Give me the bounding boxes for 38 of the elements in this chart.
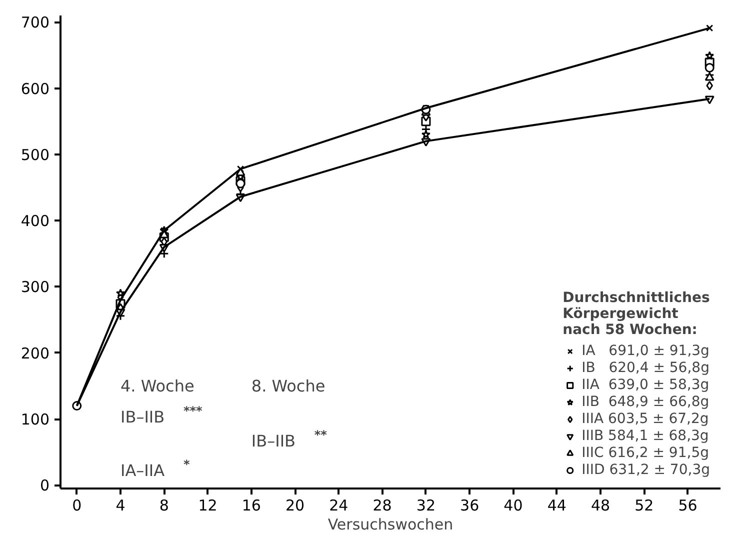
y-tick-label: 300	[20, 278, 50, 296]
x-tick-label: 8	[159, 496, 169, 514]
legend-label: IIA 639,0 ± 58,3g	[582, 377, 710, 393]
y-tick-label: 400	[20, 212, 50, 230]
y-tick-label: 0	[40, 476, 50, 495]
x-tick-label: 24	[329, 496, 348, 514]
annotation: IB–IIB***	[120, 404, 204, 427]
x-tick-label: 32	[416, 496, 436, 514]
legend-label: IIIA 603,5 ± 67,2g	[582, 411, 709, 427]
x-tick-label: 16	[242, 496, 261, 514]
x-tick-label: 28	[372, 496, 392, 514]
legend-title: Durchschnittliches Körpergewicht nach 58 Wochen:	[562, 290, 710, 338]
y-tick-label: 700	[20, 14, 50, 32]
x-tick-label: 48	[590, 496, 610, 514]
legend-label: IIB 648,9 ± 66,8g	[582, 394, 710, 410]
x-axis-title: Versuchswochen	[328, 516, 454, 534]
x-tick-label: 0	[72, 496, 82, 514]
annotation: 4. Woche	[120, 376, 194, 396]
x-tick-label: 56	[678, 496, 698, 514]
x-tick-label: 40	[504, 496, 523, 514]
x-tick-label: 4	[116, 496, 126, 514]
y-tick-label: 200	[20, 344, 50, 362]
annotation: IB–IIB**	[251, 428, 328, 450]
y-tick-label: 500	[20, 146, 50, 164]
legend-label: IB 620,4 ± 56,8g	[582, 360, 710, 376]
x-tick-label: 36	[460, 496, 480, 514]
legend-label: IA 691,0 ± 91,3g	[582, 343, 710, 359]
x-tick-label: 52	[634, 496, 654, 514]
annotation: IA–IIA*	[120, 458, 190, 480]
legend-label: IIID 631,2 ± 70,3g	[582, 462, 710, 478]
x-tick-label: 44	[547, 496, 566, 514]
legend-label: IIIB 584,1 ± 68,3g	[582, 428, 709, 444]
y-tick-label: 100	[20, 410, 50, 429]
y-tick-label: 600	[20, 80, 50, 98]
annotation: 8. Woche	[251, 376, 326, 396]
x-tick-label: 20	[286, 496, 305, 514]
x-tick-label: 12	[198, 496, 218, 514]
legend-label: IIIC 616,2 ± 91,5g	[582, 445, 709, 461]
